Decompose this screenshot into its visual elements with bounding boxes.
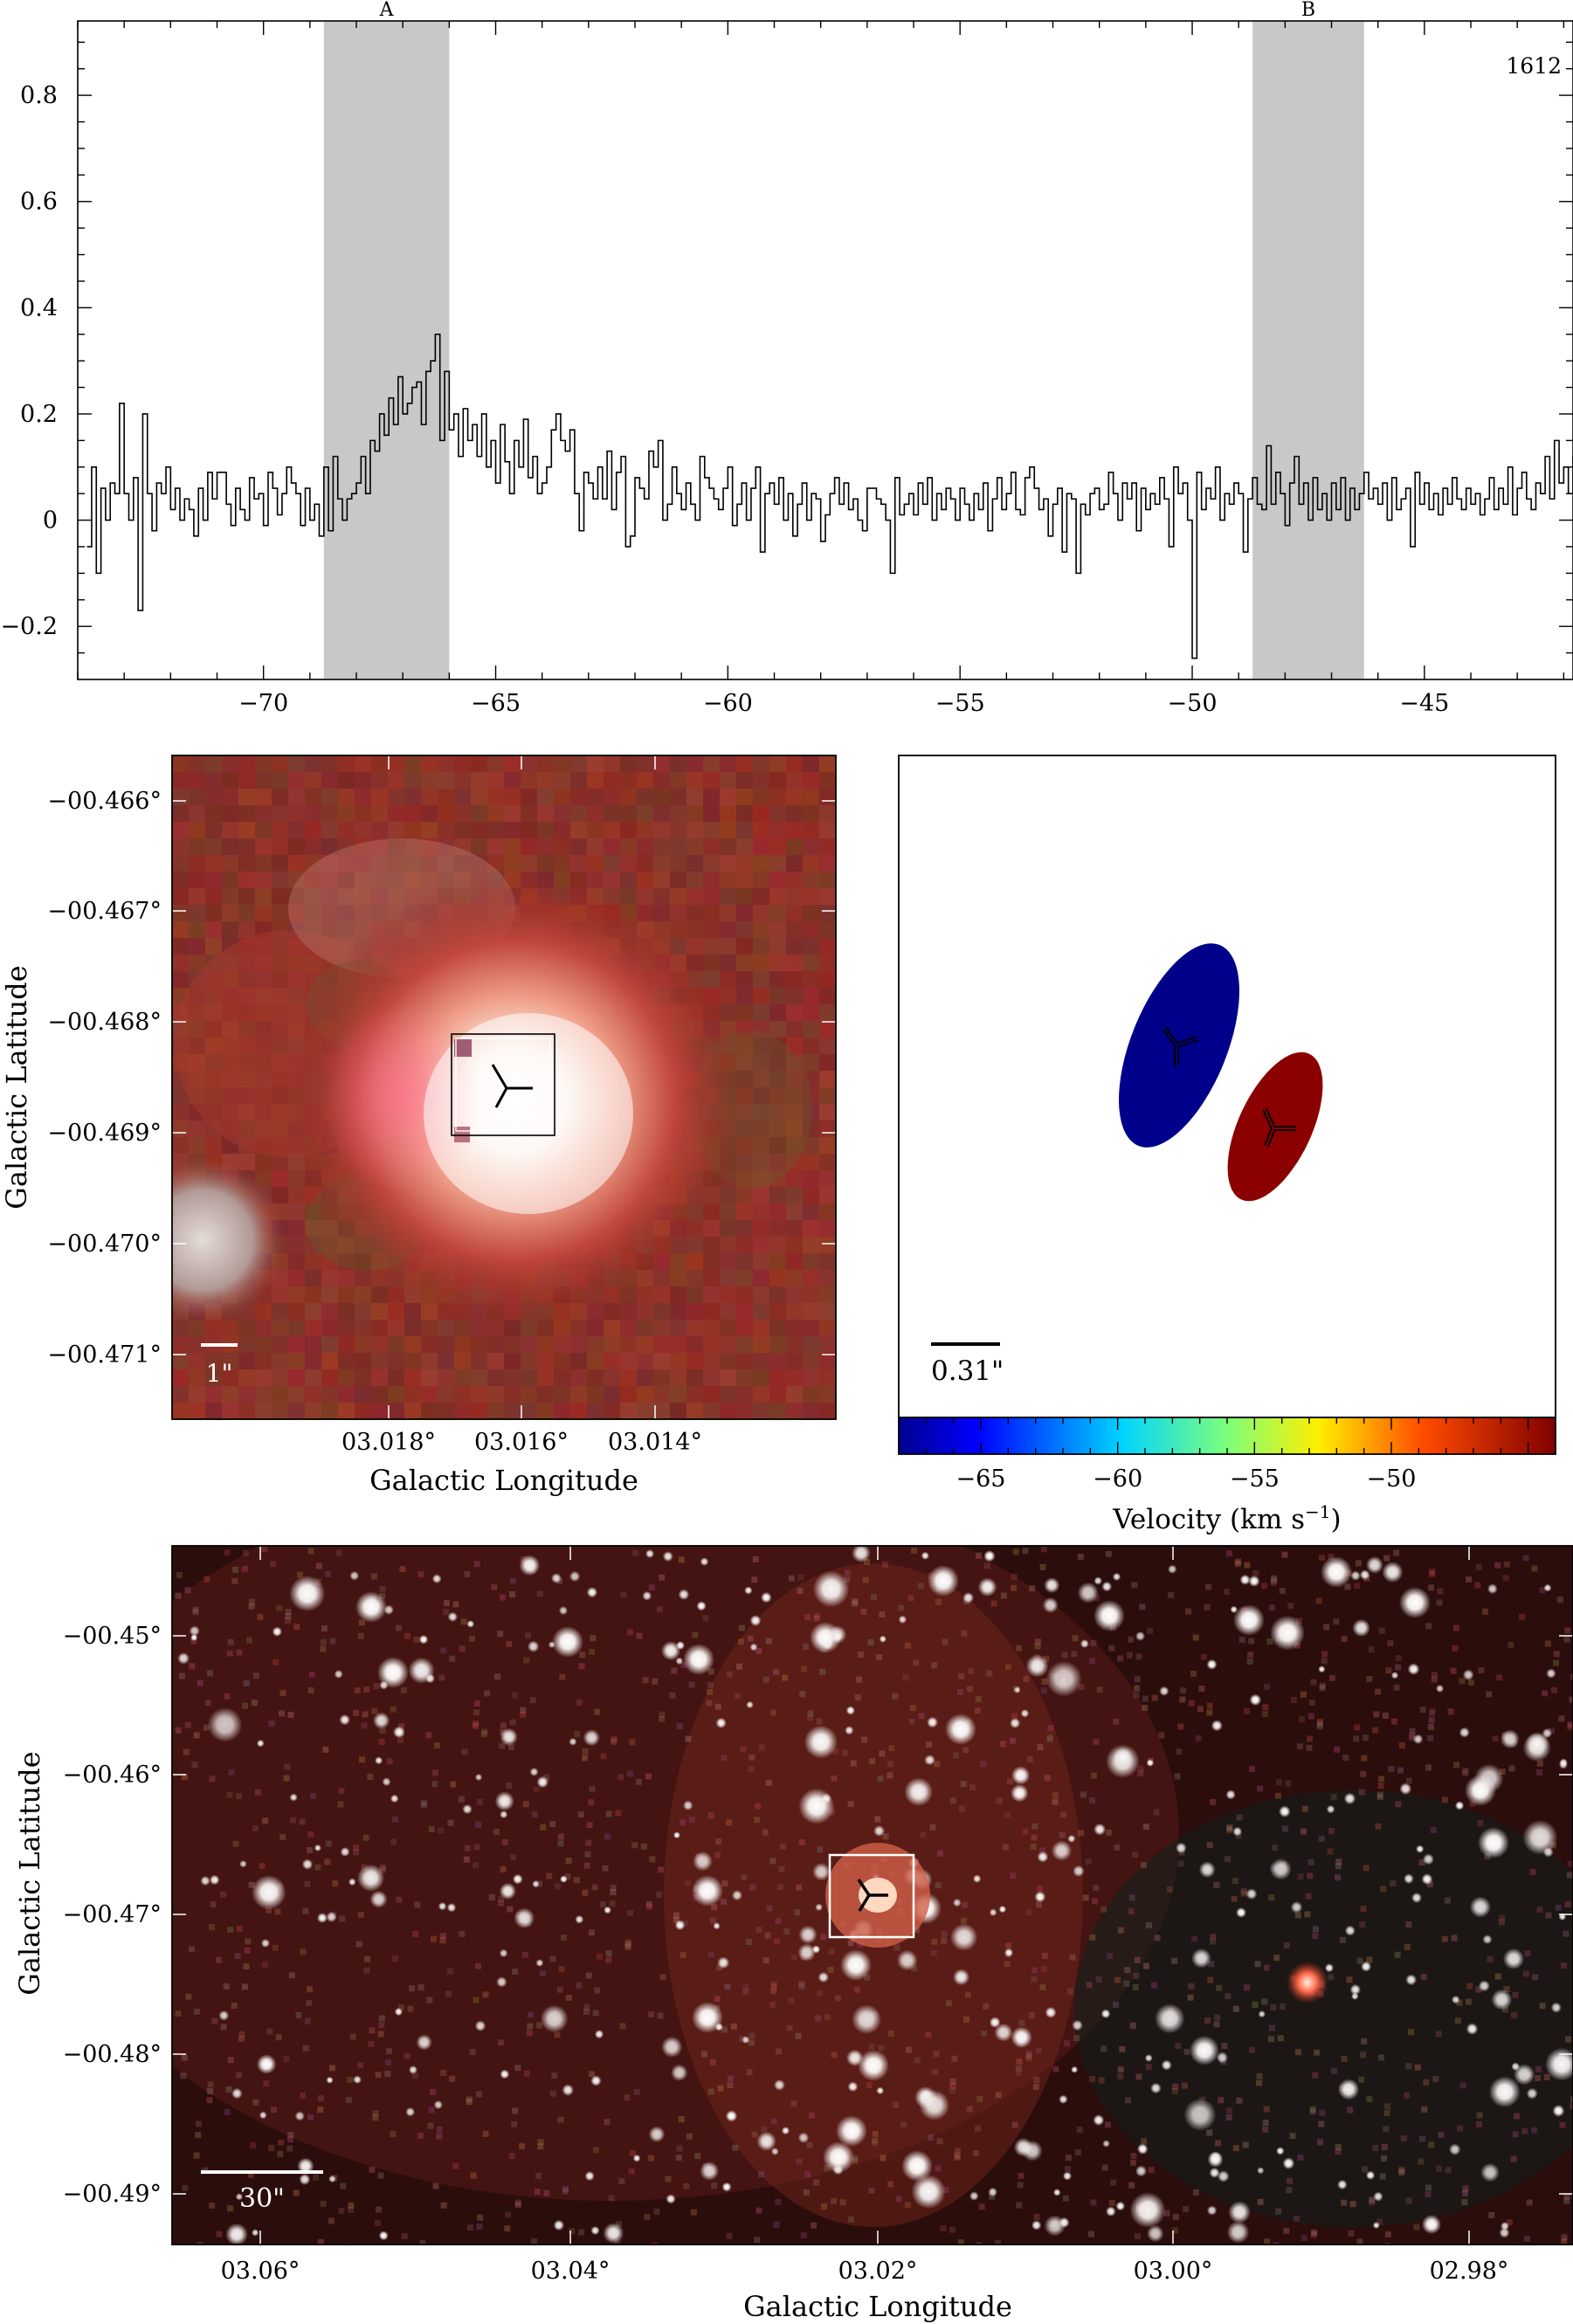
wide-field-panel: 30" 03.06° 03.04° 03.02° 03.00° 02.98° −00.45…	[13, 1545, 1573, 2323]
wide-maser-marker-icon	[857, 1879, 888, 1912]
x-tick-label: −70	[238, 690, 288, 717]
y-tick-label: 0.4	[20, 294, 58, 321]
wide-x-tick-label: 03.00°	[1134, 2258, 1213, 2285]
colorbar-ticks	[925, 1417, 1529, 1454]
wide-y-tick-label: −00.47°	[63, 1901, 162, 1928]
zoom-ticks	[172, 755, 836, 1419]
zoom-y-tick-label: −00.468°	[47, 1009, 162, 1036]
wide-frame	[171, 1545, 1573, 2245]
colorbar-tick-label: −55	[1230, 1465, 1280, 1493]
zoom-source-box	[451, 1033, 555, 1136]
y-tick-label: 0.2	[20, 401, 58, 428]
wide-ylabel: Galactic Latitude	[13, 1751, 46, 1995]
colorbar-tick-label: −65	[956, 1465, 1006, 1493]
wide-x-tick-label: 03.04°	[531, 2258, 611, 2285]
spectrum-line	[86, 333, 1573, 659]
colorbar-tick-label: −50	[1367, 1465, 1417, 1493]
maser-marker-icon	[491, 1064, 533, 1108]
spectrum-tick-labels: A B −70 −65 −60 −55 −50 −45 −0.2 0 0.2 0.4 0.6 0.8	[0, 0, 1449, 717]
zoom-xlabel: Galactic Longitude	[369, 1464, 638, 1497]
colorbar-label: Velocity (km s−1)	[1112, 1501, 1341, 1535]
wide-source-box	[828, 1853, 915, 1939]
x-tick-label: −45	[1399, 690, 1449, 717]
zoom-ylabel: Galactic Latitude	[0, 965, 33, 1209]
spots-frame	[898, 755, 1556, 1418]
zoom-y-tick-label: −00.467°	[47, 898, 162, 925]
spots-scale-label: 0.31"	[931, 1355, 1004, 1387]
zoom-x-tick-label: 03.016°	[474, 1429, 569, 1456]
wide-field-noise	[175, 1546, 1573, 2245]
wide-scale-label: 30"	[239, 2183, 285, 2214]
zoom-frame	[171, 755, 837, 1420]
y-tick-label: 0.8	[20, 82, 58, 109]
x-tick-label: −55	[935, 690, 985, 717]
zoom-y-tick-label: −00.469°	[47, 1120, 162, 1147]
y-tick-label: 0.6	[20, 189, 58, 216]
y-tick-label: −0.2	[0, 613, 58, 640]
wide-x-tick-label: 02.98°	[1430, 2258, 1509, 2285]
maser-spots-panel: 0.31" −65 −60 −55 −50 Velocity (km s−1)	[898, 755, 1556, 1535]
shaded-region-label-B: B	[1301, 0, 1315, 21]
colorbar-tick-labels: −65 −60 −55 −50	[956, 1465, 1417, 1493]
colorbar-tick-label: −60	[1093, 1465, 1142, 1493]
zoom-y-tick-label: −00.470°	[47, 1231, 162, 1258]
zoom-x-tick-label: 03.018°	[342, 1429, 436, 1456]
y-tick-label: 0	[43, 507, 58, 534]
shaded-region-A	[323, 21, 450, 679]
x-tick-label: −60	[703, 690, 753, 717]
shaded-region-label-A: A	[379, 0, 395, 21]
spectrum-frame	[77, 20, 1573, 680]
wide-ticks	[172, 1546, 1573, 2245]
spectrum-panel: 1612 A B −70 −65 −60 −55 −50 −45 −0.2 0 0.2 0.4 0.6 0…	[0, 0, 1573, 717]
wide-x-tick-label: 03.06°	[221, 2258, 300, 2285]
zoom-x-tick-label: 03.014°	[608, 1429, 702, 1456]
zoom-image-panel: 1" 03.018° 03.016° 03.014° −00.466° −00.467°…	[0, 755, 837, 1497]
shaded-regions	[323, 21, 1364, 679]
wide-x-tick-label: 03.02°	[838, 2258, 918, 2285]
zoom-scale-label: 1"	[206, 1359, 233, 1388]
wide-y-tick-label: −00.48°	[63, 2041, 162, 2068]
zoom-y-tick-label: −00.466°	[47, 788, 162, 815]
spectrum-label-1612: 1612	[1506, 53, 1562, 79]
wide-tick-labels: 03.06° 03.04° 03.02° 03.00° 02.98° −00.45° −00…	[63, 1623, 1509, 2285]
wide-xlabel: Galactic Longitude	[743, 2290, 1012, 2323]
shaded-region-B	[1252, 21, 1364, 679]
zoom-tick-labels: 03.018° 03.016° 03.014° −00.466° −00.467° −00…	[47, 788, 702, 1456]
zoom-y-tick-label: −00.471°	[47, 1341, 162, 1369]
wide-y-tick-label: −00.46°	[63, 1762, 162, 1789]
x-tick-label: −65	[471, 690, 521, 717]
wide-y-tick-label: −00.45°	[63, 1623, 162, 1650]
wide-y-tick-label: −00.49°	[63, 2181, 162, 2208]
spectrum-ticks	[77, 21, 1573, 679]
x-tick-label: −50	[1168, 690, 1218, 717]
